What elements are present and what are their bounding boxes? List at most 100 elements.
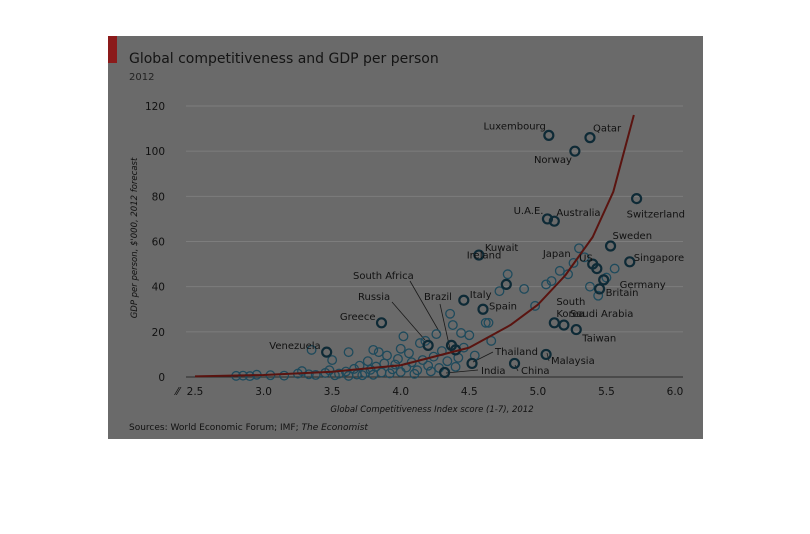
- data-point: [464, 330, 475, 341]
- data-point: [334, 368, 344, 379]
- point-label: Greece: [340, 312, 376, 323]
- axis-break-mark: ⁄⁄: [174, 386, 182, 398]
- data-point-highlight: [558, 319, 570, 331]
- data-point: [403, 348, 414, 359]
- chart-title: Global competitiveness and GDP per perso…: [129, 51, 439, 67]
- data-point: [554, 265, 565, 276]
- point-label: Qatar: [593, 124, 622, 135]
- data-point-highlight: [473, 249, 485, 261]
- data-point: [609, 263, 620, 274]
- data-point: [393, 353, 403, 364]
- x-tick-label: 5.5: [598, 386, 615, 398]
- data-point-highlight: [587, 258, 599, 270]
- data-point: [431, 329, 442, 340]
- x-axis-label: Global Competitiveness Index score (1-7)…: [330, 405, 533, 415]
- source-note: Sources: World Economic Forum; IMF; The …: [129, 423, 368, 433]
- data-point: [447, 320, 458, 331]
- data-point: [303, 369, 314, 380]
- data-point: [362, 356, 373, 367]
- data-point: [450, 361, 461, 372]
- data-point: [546, 276, 557, 286]
- data-point-highlight: [458, 294, 470, 306]
- y-axis-label: GDP per person, $'000, 2012 forecast: [130, 157, 140, 318]
- data-point: [445, 308, 456, 319]
- point-label: Thailand: [494, 347, 538, 358]
- data-point: [368, 344, 379, 355]
- data-point-highlight: [540, 348, 552, 361]
- source-publication: The Economist: [302, 423, 369, 433]
- data-point-highlight: [439, 366, 451, 379]
- data-point: [568, 258, 579, 268]
- point-label: Ireland: [467, 250, 502, 261]
- point-label: Venezuela: [269, 341, 320, 352]
- point-label: Singapore: [634, 253, 684, 264]
- point-label: Malaysia: [551, 356, 595, 367]
- data-point: [395, 367, 406, 377]
- data-point-highlight: [543, 129, 555, 141]
- data-point-highlight: [598, 274, 610, 286]
- x-tick-label: 5.0: [530, 386, 547, 398]
- data-point: [382, 350, 392, 361]
- y-tick-label: 120: [145, 101, 165, 113]
- data-point: [368, 369, 379, 380]
- point-label: Italy: [470, 290, 492, 301]
- data-point: [480, 317, 491, 328]
- data-point: [343, 347, 354, 358]
- data-point-highlight: [321, 346, 333, 358]
- point-label: Saudi Arabia: [570, 309, 633, 320]
- data-point-highlight: [422, 339, 434, 351]
- leader-line: [445, 369, 479, 374]
- data-point: [579, 252, 590, 263]
- data-point: [279, 370, 290, 381]
- data-point: [442, 356, 453, 367]
- data-point-highlight: [593, 283, 606, 295]
- data-point: [494, 286, 505, 297]
- x-tick-label: 3.0: [255, 386, 272, 398]
- point-label: Australia: [556, 208, 600, 219]
- data-point-highlight: [570, 323, 582, 336]
- data-point: [357, 370, 368, 381]
- y-tick-label: 80: [152, 191, 165, 203]
- data-point: [398, 331, 409, 342]
- data-point-highlight: [604, 240, 617, 252]
- data-point: [483, 317, 494, 328]
- gridlines: [186, 105, 683, 378]
- point-label: Norway: [534, 155, 572, 166]
- point-label: Sweden: [613, 231, 653, 242]
- data-point: [541, 279, 552, 290]
- data-point: [601, 272, 612, 283]
- point-label: South Africa: [353, 271, 414, 282]
- data-point: [324, 365, 335, 376]
- data-point-highlight: [466, 357, 478, 370]
- data-point-highlight: [624, 256, 636, 268]
- data-point-highlight: [500, 278, 512, 291]
- point-label: US: [579, 254, 593, 265]
- point-label: Germany: [620, 280, 666, 291]
- data-point: [306, 344, 317, 355]
- y-tick-label: 20: [152, 327, 165, 339]
- data-point: [412, 365, 423, 376]
- data-point: [395, 343, 406, 354]
- y-tick-label: 100: [145, 146, 165, 158]
- data-point-highlight: [584, 132, 596, 144]
- data-point: [519, 283, 530, 294]
- y-tick-label: 40: [152, 282, 165, 294]
- data-point: [574, 243, 584, 254]
- data-point: [585, 281, 595, 292]
- trend-line: [194, 114, 635, 378]
- data-point: [456, 328, 467, 338]
- point-label: Brazil: [424, 292, 452, 303]
- data-point-highlight: [569, 145, 581, 157]
- point-label: Britain: [606, 288, 639, 299]
- data-point-highlight: [508, 357, 521, 370]
- x-tick-label: 3.5: [324, 386, 341, 398]
- leader-line: [546, 352, 550, 362]
- data-point-highlight: [477, 303, 489, 315]
- x-tick-label: 2.5: [187, 386, 204, 398]
- point-label: China: [521, 366, 550, 377]
- point-labels: Luxembourg Qatar Norway Switzerland U.A.E. Au…: [269, 121, 685, 377]
- data-point: [365, 364, 376, 375]
- data-point: [530, 300, 541, 311]
- data-point: [376, 367, 387, 378]
